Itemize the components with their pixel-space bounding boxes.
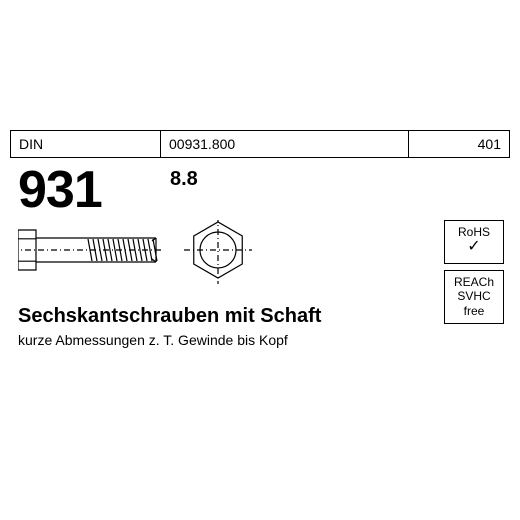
check-icon: ✓ [445, 239, 503, 255]
reach-line1: REACh [445, 275, 503, 289]
technical-drawing [18, 220, 278, 295]
header-din-cell: DIN [11, 131, 161, 157]
product-sheet: DIN 00931.800 401 931 8.8 Sechskantschra… [0, 0, 520, 520]
product-code: 00931.800 [169, 136, 235, 152]
product-title: Sechskantschrauben mit Schaft [18, 305, 321, 328]
header-bar: DIN 00931.800 401 [10, 130, 510, 158]
reach-badge: REACh SVHC free [444, 270, 504, 324]
din-label: DIN [19, 136, 43, 152]
header-code-cell: 00931.800 [161, 131, 409, 157]
rohs-label: RoHS [445, 225, 503, 239]
right-code: 401 [478, 136, 501, 152]
din-number: 931 [18, 160, 102, 220]
reach-line2: SVHC [445, 289, 503, 303]
strength-grade: 8.8 [170, 168, 198, 191]
content-area: DIN 00931.800 401 931 8.8 Sechskantschra… [10, 130, 510, 390]
header-right-cell: 401 [409, 131, 509, 157]
reach-line3: free [445, 304, 503, 318]
bolt-drawing-svg [18, 220, 278, 290]
product-subtitle: kurze Abmessungen z. T. Gewinde bis Kopf [18, 332, 288, 348]
rohs-badge: RoHS ✓ [444, 220, 504, 264]
